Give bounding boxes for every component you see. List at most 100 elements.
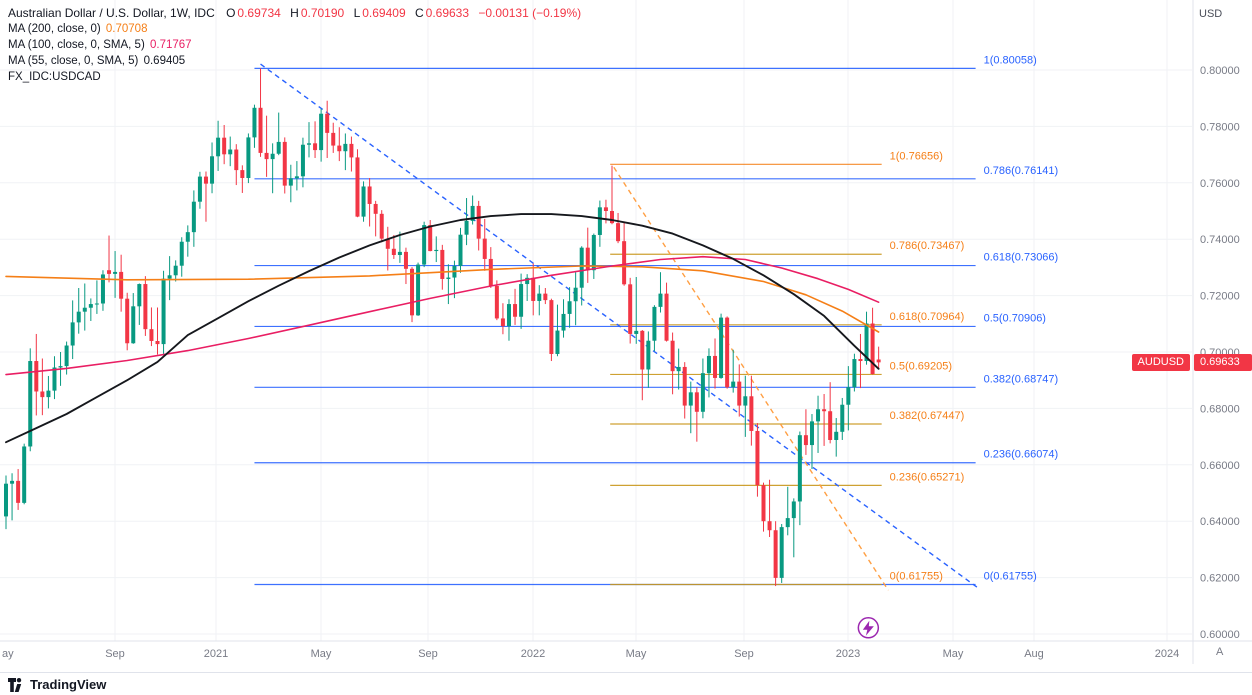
fib-label: 0(0.61755) (890, 571, 943, 583)
symbol-legend-row[interactable]: Australian Dollar / U.S. Dollar, 1W, IDC… (8, 6, 587, 21)
time-tick-label[interactable]: May (311, 648, 332, 660)
open-value: 0.69734 (237, 6, 281, 20)
candle-body (282, 141, 287, 186)
candle-body (797, 435, 802, 502)
time-tick-label[interactable]: Sep (105, 648, 125, 660)
price-tick-label[interactable]: 0.64000 (1200, 516, 1240, 528)
ma200-legend-row[interactable]: MA (200, close, 0) 0.70708 (8, 22, 587, 37)
candle-body (149, 329, 154, 342)
price-tick-label[interactable]: 0.66000 (1200, 460, 1240, 472)
overlay-symbol-row[interactable]: FX_IDC:USDCAD (8, 70, 587, 85)
time-tick-label[interactable]: 2022 (521, 648, 545, 660)
time-tick-label[interactable]: Sep (734, 648, 754, 660)
ma55-legend-row[interactable]: MA (55, close, 0, SMA, 5) 0.69405 (8, 54, 587, 69)
time-tick-label[interactable]: Aug (1024, 648, 1044, 660)
candle-body (40, 391, 45, 398)
fib-label: 0.618(0.73066) (984, 252, 1059, 264)
candle-body (349, 143, 354, 158)
candle-body (622, 241, 627, 285)
candle-body (646, 340, 651, 370)
price-tick-label[interactable]: 0.76000 (1200, 178, 1240, 190)
time-tick-label[interactable]: May (626, 648, 647, 660)
footer-bar: TradingView (0, 672, 1252, 695)
candle-body (70, 322, 75, 346)
candle-body (470, 205, 475, 221)
candle-body (410, 268, 415, 316)
symbol-title: Australian Dollar / U.S. Dollar, 1W, IDC (8, 6, 215, 20)
candle-body (403, 251, 408, 269)
candle-body (216, 137, 221, 157)
ma100-value: 0.71767 (149, 39, 192, 51)
fib-label: 1(0.76656) (890, 150, 943, 162)
candle-body (840, 404, 845, 432)
candle-body (549, 300, 554, 354)
ma100-legend-row[interactable]: MA (100, close, 0, SMA, 5) 0.71767 (8, 38, 587, 53)
downtrend-blue-trendline[interactable] (260, 63, 978, 589)
candle-body (531, 277, 536, 301)
candle-body (700, 373, 705, 412)
price-tick-label[interactable]: 0.80000 (1200, 65, 1240, 77)
candle-body (616, 223, 621, 242)
time-tick-label[interactable]: May (943, 648, 964, 660)
candle-body (252, 107, 257, 138)
candle-body (779, 527, 784, 578)
time-tick-label[interactable]: 2021 (204, 648, 228, 660)
candle-body (573, 287, 578, 302)
candle-body (513, 304, 518, 317)
ma200-value: 0.70708 (105, 23, 148, 35)
candle-body (652, 306, 657, 341)
candle-body (222, 137, 227, 155)
fib-label: 0.5(0.69205) (890, 360, 952, 372)
candle-body (440, 249, 445, 279)
candle-body (131, 306, 136, 344)
time-tick-label[interactable]: 2024 (1155, 648, 1179, 660)
candle-body (58, 366, 63, 368)
candle-body (482, 238, 487, 259)
candle-body (94, 303, 99, 305)
candle-body (791, 501, 796, 519)
candle-body (658, 293, 663, 307)
tradingview-logo[interactable]: TradingView (8, 677, 106, 692)
candle-body (379, 213, 384, 239)
ma200-label: MA (200, close, 0) (8, 23, 101, 35)
change-value: −0.00131 (−0.19%) (478, 6, 582, 20)
overlay-symbol: FX_IDC:USDCAD (8, 71, 101, 83)
candle-body (34, 361, 39, 392)
price-tick-label[interactable]: 0.62000 (1200, 573, 1240, 585)
candle-body (258, 107, 263, 153)
price-tick-label[interactable]: 0.78000 (1200, 121, 1240, 133)
time-tick-label[interactable]: ay (2, 648, 14, 660)
fib-label: 0.5(0.70906) (984, 312, 1046, 324)
axis-currency-label: USD (1199, 8, 1223, 20)
candle-body (634, 330, 639, 334)
time-tick-label[interactable]: 2023 (836, 648, 860, 660)
candle-body (682, 366, 687, 406)
price-tick-label[interactable]: 0.60000 (1200, 629, 1240, 641)
candle-body (416, 264, 421, 316)
candle-body (367, 186, 372, 204)
candle-body (191, 201, 196, 233)
candle-body (240, 170, 245, 179)
candle-body (579, 247, 584, 288)
price-tick-label[interactable]: 0.68000 (1200, 403, 1240, 415)
candle-body (179, 241, 184, 266)
price-tick-label[interactable]: 0.72000 (1200, 291, 1240, 303)
candle-body (234, 149, 239, 171)
candle-body (731, 381, 736, 388)
candle-body (773, 530, 778, 578)
candle-body (603, 207, 608, 211)
candle-body (197, 176, 202, 202)
candle-body (458, 234, 463, 266)
candle-body (119, 271, 124, 299)
candle-body (737, 381, 742, 406)
price-tick-label[interactable]: 0.74000 (1200, 234, 1240, 246)
candle-body (173, 265, 178, 276)
candle-body (319, 113, 324, 151)
candle-body (664, 293, 669, 341)
auto-scale-button[interactable]: A (1216, 646, 1224, 658)
candle-body (761, 485, 766, 522)
candle-body (76, 311, 81, 323)
time-tick-label[interactable]: Sep (418, 648, 438, 660)
